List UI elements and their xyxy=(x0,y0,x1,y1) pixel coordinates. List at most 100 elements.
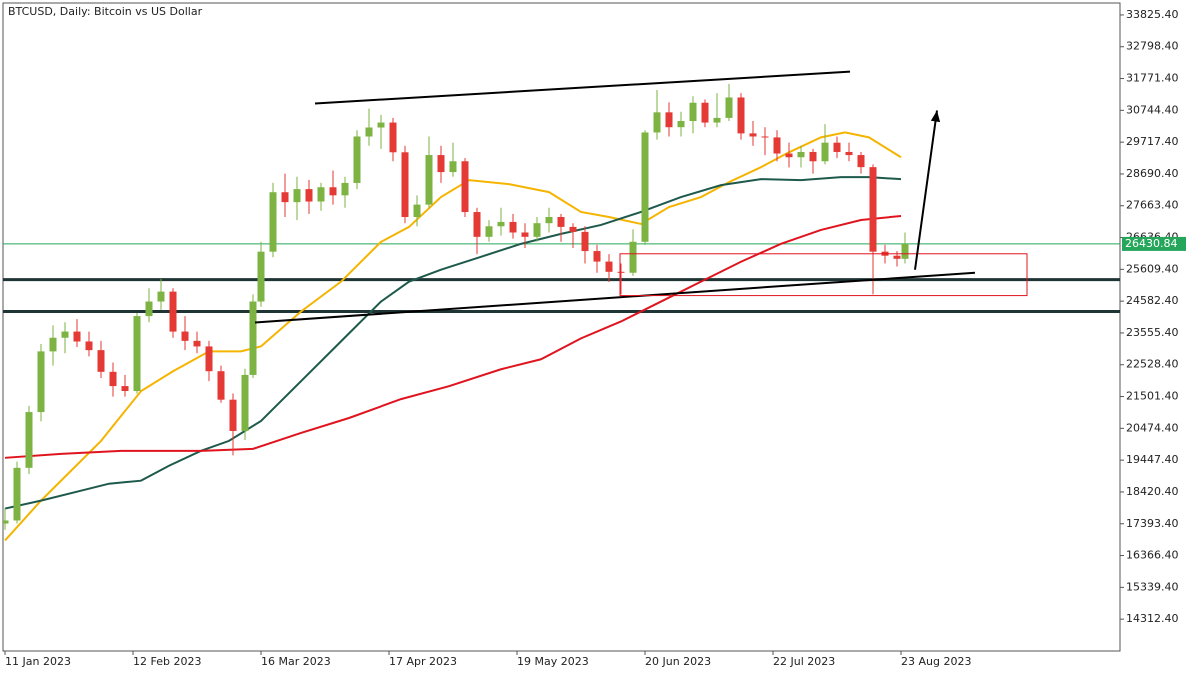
candle-body xyxy=(25,412,33,468)
candle-body xyxy=(181,331,189,341)
candle-body xyxy=(317,187,325,202)
candle-body xyxy=(901,243,909,259)
candle-body xyxy=(61,331,69,338)
candle-body xyxy=(809,151,817,162)
candle-body xyxy=(229,399,237,431)
x-tick-label: 17 Apr 2023 xyxy=(389,655,457,668)
axes: 33825.40 32798.40 31771.40 30744.40 29717.40… xyxy=(4,8,1186,668)
moving-average xyxy=(4,214,902,459)
x-tick-label: 11 Jan 2023 xyxy=(5,655,71,668)
zone-box xyxy=(619,253,1028,297)
y-tick-label: 22528.40 xyxy=(1126,358,1179,371)
y-tick-label: 24582.40 xyxy=(1126,294,1179,307)
y-tick-label: 32798.40 xyxy=(1126,40,1179,53)
y-tick-label: 14312.40 xyxy=(1126,612,1179,625)
x-tick-label: 22 Jul 2023 xyxy=(773,655,835,668)
candle-body xyxy=(605,261,613,272)
candle-body xyxy=(205,346,213,372)
candle-body xyxy=(341,182,349,196)
candle-body xyxy=(773,137,781,154)
candle-body xyxy=(749,133,757,137)
moving-average xyxy=(4,176,902,510)
x-tick-label: 23 Aug 2023 xyxy=(901,655,971,668)
candle-body xyxy=(109,371,117,387)
candle-body xyxy=(133,316,141,392)
candle-body xyxy=(169,291,177,332)
candle-body xyxy=(893,255,901,259)
y-tick-label: 31771.40 xyxy=(1126,72,1179,85)
candle-body xyxy=(557,216,565,227)
x-tick-label: 20 Jun 2023 xyxy=(645,655,711,668)
candle-body xyxy=(13,467,21,521)
candle-body xyxy=(581,231,589,252)
candle-body xyxy=(845,151,853,156)
candle-body xyxy=(761,136,769,138)
candle-body xyxy=(49,337,57,352)
candle-body xyxy=(701,102,709,123)
candle-body xyxy=(689,102,697,122)
last-price-badge xyxy=(1122,236,1186,251)
candle-body xyxy=(257,251,265,302)
y-tick-label: 23555.40 xyxy=(1126,326,1179,339)
candle-body xyxy=(653,112,661,133)
plot-frame xyxy=(2,2,1121,652)
candle-body xyxy=(353,136,361,183)
y-tick-label: 18420.40 xyxy=(1126,485,1179,498)
x-tick-label: 12 Feb 2023 xyxy=(133,655,201,668)
candle-body xyxy=(665,112,673,128)
candle-body xyxy=(329,187,337,196)
y-tick-label: 29717.40 xyxy=(1126,135,1179,148)
candle-body xyxy=(85,341,93,351)
candle-body xyxy=(857,155,865,168)
candle-body xyxy=(97,350,105,372)
candle-body xyxy=(545,216,553,224)
y-tick-label: 20474.40 xyxy=(1126,421,1179,434)
candle-body xyxy=(497,221,505,227)
arrow-shaft xyxy=(914,110,938,270)
candle-body xyxy=(785,153,793,158)
candle-body xyxy=(377,122,385,128)
candle-body xyxy=(193,340,201,347)
candle-body xyxy=(593,251,601,262)
candle-body xyxy=(241,374,249,431)
candle-body xyxy=(401,152,409,217)
candle-body xyxy=(725,97,733,118)
x-tick-label: 19 May 2023 xyxy=(517,655,589,668)
candle-body xyxy=(425,155,433,205)
plot-area xyxy=(3,70,1120,542)
y-tick-label: 28690.40 xyxy=(1126,167,1179,180)
chart-title: BTCUSD, Daily: Bitcoin vs US Dollar xyxy=(8,5,203,18)
y-tick-label: 15339.40 xyxy=(1126,580,1179,593)
candle-body xyxy=(869,167,877,252)
candle-body xyxy=(305,189,313,202)
trendline xyxy=(314,70,851,105)
moving-average xyxy=(4,131,902,542)
y-tick-label: 33825.40 xyxy=(1126,8,1179,21)
candle-body xyxy=(449,161,457,173)
y-tick-label: 27663.40 xyxy=(1126,199,1179,212)
candle-body xyxy=(797,151,805,158)
candle-body xyxy=(737,97,745,134)
candle-body xyxy=(281,192,289,203)
candle-body xyxy=(713,117,721,123)
candle-body xyxy=(821,142,829,162)
candle-body xyxy=(629,241,637,273)
candle-body xyxy=(437,155,445,173)
trendline xyxy=(254,271,976,324)
candle-body xyxy=(617,271,625,273)
candle-body xyxy=(473,212,481,237)
candle-body xyxy=(145,301,153,317)
candle-body xyxy=(157,291,165,302)
candle-body xyxy=(121,386,129,392)
y-tick-label: 16366.40 xyxy=(1126,549,1179,562)
candle-body xyxy=(217,371,225,400)
candle-body xyxy=(509,221,517,233)
candle-body xyxy=(833,142,841,152)
candle-body xyxy=(533,223,541,237)
candle-body xyxy=(389,122,397,153)
candle-body xyxy=(73,331,81,342)
candle-body xyxy=(521,232,529,237)
candle-body xyxy=(485,226,493,237)
candle-body xyxy=(461,161,469,213)
